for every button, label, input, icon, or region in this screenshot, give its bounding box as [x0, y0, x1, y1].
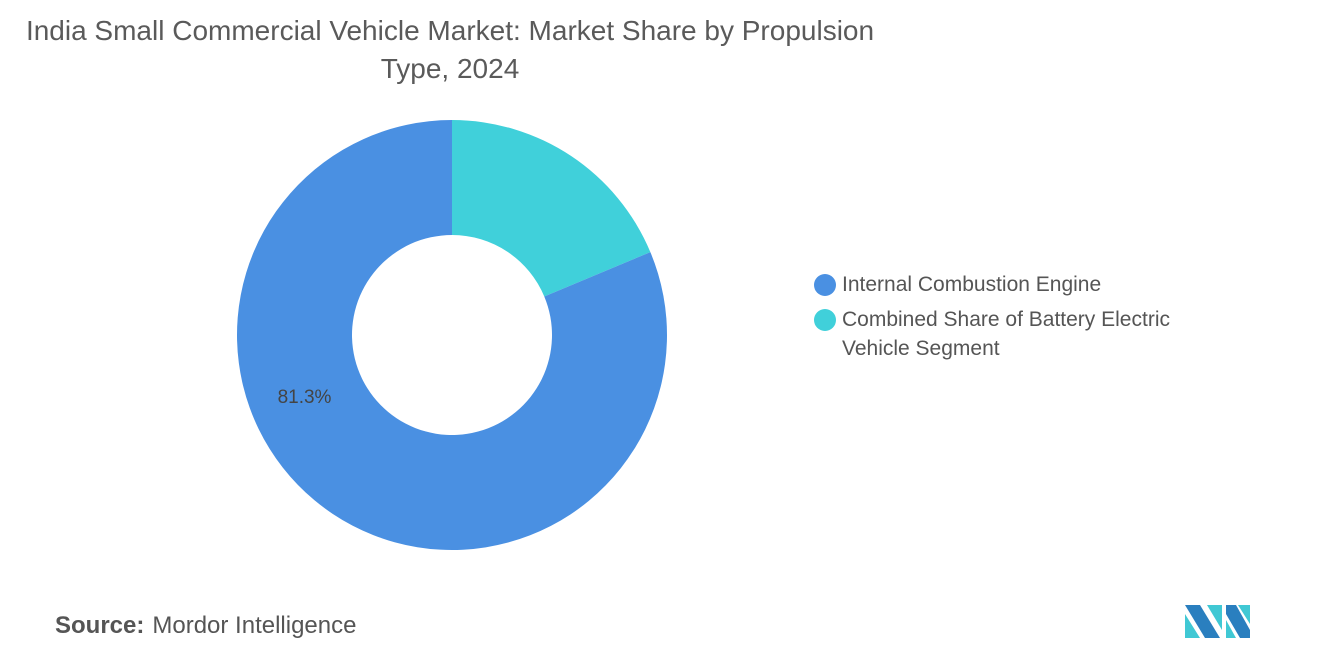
legend-swatch-ice — [814, 274, 836, 296]
slice-0[interactable] — [236, 120, 667, 550]
legend: Internal Combustion Engine Combined Shar… — [814, 270, 1234, 369]
legend-swatch-bev — [814, 309, 836, 331]
chart-title: India Small Commercial Vehicle Market: M… — [25, 15, 875, 84]
legend-label: Internal Combustion Engine — [842, 273, 1102, 296]
source-text: Mordor Intelligence — [152, 612, 357, 639]
source-label: Source: — [55, 612, 145, 639]
legend-label: Combined Share of Battery Electric Vehic… — [842, 308, 1170, 360]
source-note: Source: Mordor Intelligence — [55, 612, 356, 640]
slice-label-0: 81.3% — [278, 387, 332, 408]
legend-item-ice[interactable]: Internal Combustion Engine — [814, 270, 1234, 299]
slice-1[interactable] — [452, 120, 651, 297]
legend-item-bev[interactable]: Combined Share of Battery Electric Vehic… — [814, 305, 1234, 363]
